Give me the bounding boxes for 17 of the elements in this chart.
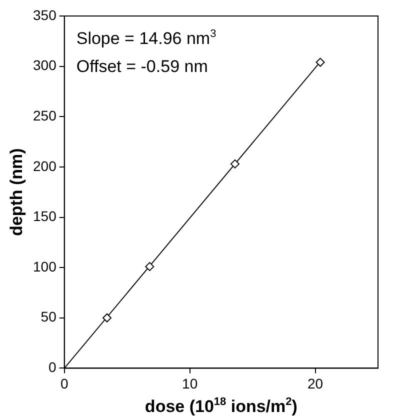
y-tick-label: 0 xyxy=(48,359,57,376)
y-tick-label: 50 xyxy=(40,308,57,325)
point xyxy=(102,313,112,322)
x-tick-label: 10 xyxy=(182,375,198,392)
y-tick-label: 300 xyxy=(33,57,57,74)
annotation: Offset = -0.59 nm xyxy=(76,57,208,76)
x-tick-label: 20 xyxy=(307,375,324,392)
y-axis-title: depth (nm) xyxy=(7,148,26,236)
y-tick-label: 150 xyxy=(33,208,57,224)
y-tick-label: 200 xyxy=(33,158,57,174)
point xyxy=(316,58,325,67)
point xyxy=(230,159,240,168)
y-tick-label: 350 xyxy=(33,6,57,23)
x-tick-label: 0 xyxy=(60,375,68,392)
point xyxy=(145,262,154,272)
y-tick-label: 250 xyxy=(33,107,57,124)
y-tick-label: 100 xyxy=(33,258,57,274)
